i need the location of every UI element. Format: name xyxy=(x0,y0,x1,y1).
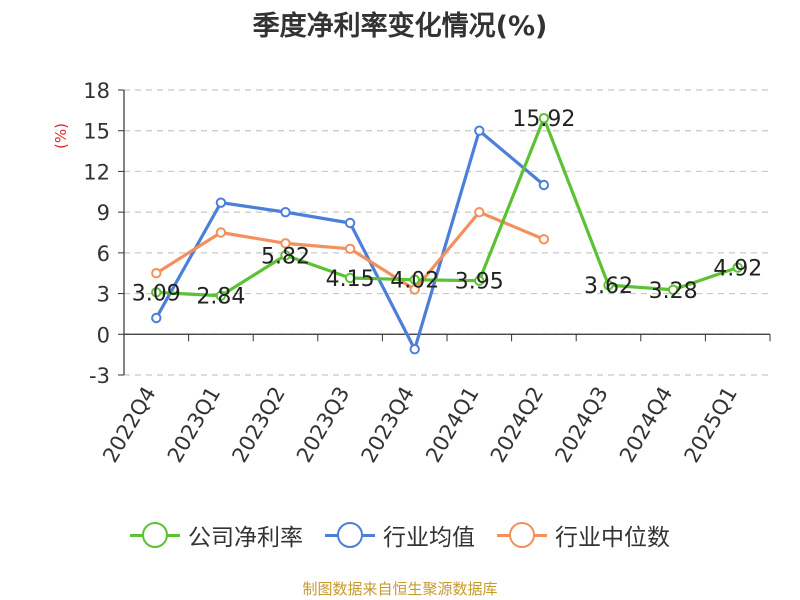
data-point xyxy=(667,284,679,295)
series-line xyxy=(154,129,545,351)
data-label: 3.28 xyxy=(649,279,698,304)
legend-label: 行业中位数 xyxy=(555,525,670,551)
data-point xyxy=(344,217,356,229)
data-point xyxy=(280,238,291,249)
data-label: 3.09 xyxy=(132,281,181,306)
legend-label: 行业均值 xyxy=(383,525,475,551)
data-label: 15.92 xyxy=(512,107,575,132)
data-source-note: 制图数据来自恒生聚源数据库 xyxy=(302,580,498,598)
data-label: 4.15 xyxy=(326,267,375,292)
x-tick-label: 2023Q3 xyxy=(292,383,354,467)
y-tick-label: 18 xyxy=(83,79,110,103)
y-tick-label: 0 xyxy=(97,323,110,347)
legend-label: 公司净利率 xyxy=(188,525,303,551)
data-label: 5.82 xyxy=(261,244,310,269)
legend-marker-icon xyxy=(497,522,547,548)
legend-marker-icon xyxy=(130,522,180,548)
legend-item[interactable]: 行业均值 xyxy=(325,518,475,552)
data-point xyxy=(215,227,227,238)
data-point xyxy=(151,312,162,324)
data-point xyxy=(344,243,356,254)
data-point xyxy=(409,274,420,285)
data-point xyxy=(409,284,420,295)
data-point xyxy=(151,287,162,298)
data-point xyxy=(538,179,550,191)
data-point xyxy=(215,197,227,208)
data-point xyxy=(538,113,550,124)
data-label: 3.62 xyxy=(584,274,633,299)
data-point xyxy=(280,206,291,218)
x-tick-label: 2023Q4 xyxy=(357,383,419,467)
data-point xyxy=(538,234,550,245)
data-point xyxy=(474,125,485,136)
legend-item[interactable]: 公司净利率 xyxy=(130,518,303,552)
data-point xyxy=(409,344,420,355)
data-label: 3.95 xyxy=(455,270,504,295)
chart-legend: 公司净利率 行业均值 行业中位数 xyxy=(0,518,800,552)
x-tick-label: 2024Q2 xyxy=(486,383,548,467)
data-label: 4.02 xyxy=(390,269,439,294)
legend-circle-icon xyxy=(509,522,535,548)
data-point xyxy=(280,250,291,261)
data-point xyxy=(344,272,356,284)
data-point xyxy=(732,262,743,273)
data-point xyxy=(603,279,614,291)
legend-marker-icon xyxy=(325,522,375,548)
x-tick-label: 2023Q1 xyxy=(163,383,225,467)
x-tick-label: 2022Q4 xyxy=(98,383,160,467)
data-point xyxy=(474,275,485,286)
y-tick-label: 15 xyxy=(83,120,110,144)
x-tick-label: 2024Q1 xyxy=(421,383,483,467)
data-label: 4.92 xyxy=(713,257,762,282)
legend-circle-icon xyxy=(142,522,168,548)
x-tick-label: 2024Q4 xyxy=(615,383,677,467)
y-tick-label: -3 xyxy=(89,364,110,388)
y-tick-label: 9 xyxy=(97,201,110,225)
y-tick-label: 3 xyxy=(97,283,110,307)
x-tick-label: 2023Q2 xyxy=(227,383,289,467)
data-label: 2.84 xyxy=(196,285,245,310)
data-point xyxy=(215,290,227,301)
legend-item[interactable]: 行业中位数 xyxy=(497,518,670,552)
x-tick-label: 2024Q3 xyxy=(550,383,612,467)
y-tick-label: 12 xyxy=(83,160,110,184)
data-point xyxy=(474,206,485,218)
data-point xyxy=(151,268,162,279)
series-line xyxy=(156,116,739,298)
y-tick-label: 6 xyxy=(97,242,110,266)
x-tick-label: 2025Q1 xyxy=(680,383,742,467)
legend-circle-icon xyxy=(337,522,363,548)
chart-title: 季度净利率变化情况(%) xyxy=(252,11,548,42)
